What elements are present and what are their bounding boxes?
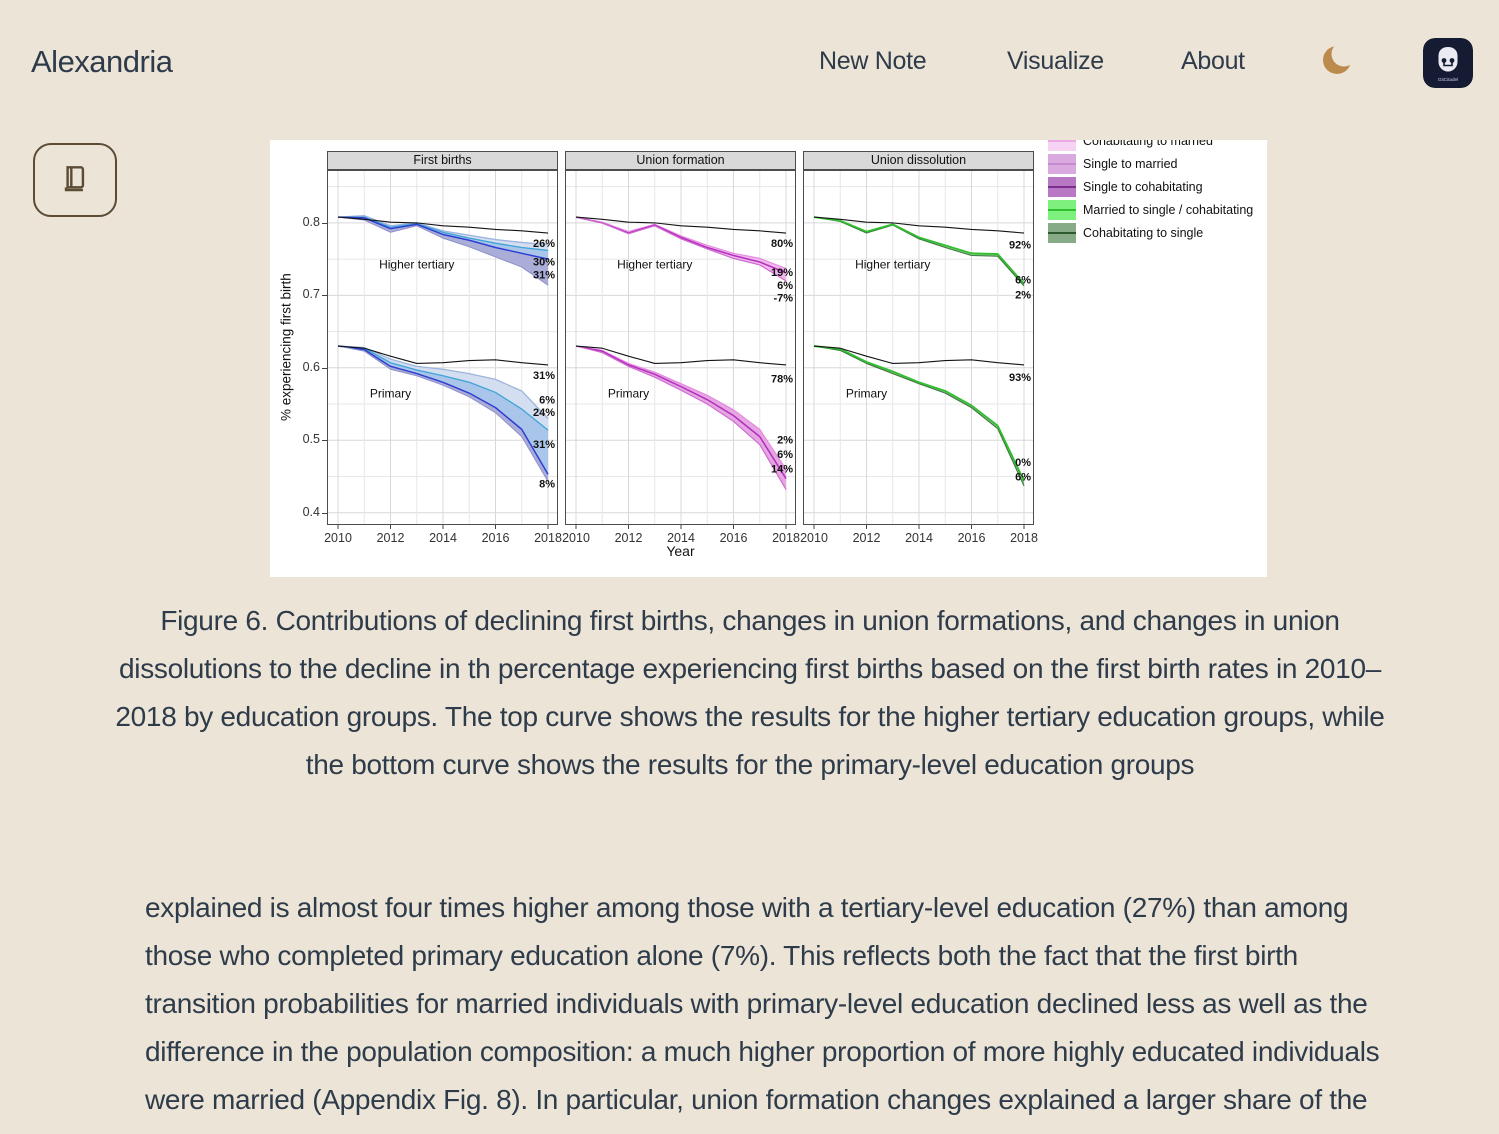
- x-tick-label: 2014: [905, 531, 933, 545]
- legend-swatch: [1048, 177, 1076, 197]
- percent-label: 6%: [1015, 471, 1031, 483]
- chart-panel: Union formation 80% 19% 6% -7% Higher tertiar…: [562, 151, 800, 547]
- x-tick-label: 2018: [772, 531, 800, 545]
- group-annotation: Higher tertiary: [617, 258, 692, 272]
- legend-label: Cohabitating to single: [1083, 226, 1204, 240]
- y-tick-mark: [322, 512, 327, 514]
- percent-label: 2%: [1015, 290, 1031, 302]
- y-tick-label: 0.4: [302, 504, 320, 519]
- nav-new-note[interactable]: New Note: [819, 47, 927, 75]
- percent-label: 80%: [771, 238, 793, 250]
- panel-title: First births: [327, 151, 558, 170]
- legend-label: Single to cohabitating: [1083, 180, 1203, 194]
- nav-visualize[interactable]: Visualize: [1007, 47, 1104, 75]
- nav-about[interactable]: About: [1181, 47, 1245, 75]
- app-title: Alexandria: [31, 44, 173, 79]
- percent-label: 19%: [771, 267, 793, 279]
- reader-view-button[interactable]: [33, 143, 117, 217]
- panel-title: Union dissolution: [803, 151, 1034, 170]
- legend-item: Single to married: [1048, 154, 1253, 174]
- svg-text:GitCitadel: GitCitadel: [1438, 77, 1458, 82]
- percent-label: 26%: [533, 238, 555, 250]
- x-axis-label: Year: [666, 543, 695, 559]
- moon-icon: [1323, 41, 1357, 74]
- legend-swatch: [1048, 154, 1076, 174]
- percent-label: 78%: [771, 374, 793, 386]
- legend-item: Cohabitating to single: [1048, 223, 1253, 243]
- x-tick-label: 2016: [958, 531, 986, 545]
- group-annotation: Primary: [370, 386, 411, 400]
- percent-label: 92%: [1009, 240, 1031, 252]
- percent-label: 31%: [533, 370, 555, 382]
- legend-swatch: [1048, 200, 1076, 220]
- percent-label: 2%: [777, 435, 793, 447]
- x-tick-label: 2018: [534, 531, 562, 545]
- y-tick-label: 0.6: [302, 359, 320, 374]
- legend-label: Single to married: [1083, 157, 1178, 171]
- y-tick-mark: [322, 295, 327, 297]
- percent-label: 0%: [1015, 457, 1031, 469]
- percent-label: 30%: [533, 256, 555, 268]
- figure-caption: Figure 6. Contributions of declining fir…: [115, 605, 1385, 780]
- chart-legend: Cohabitating to married Single to married…: [1048, 140, 1253, 246]
- group-annotation: Primary: [608, 386, 649, 400]
- legend-swatch: [1048, 140, 1076, 151]
- figure-6-chart: % experiencing first birth First births 2…: [270, 140, 1267, 577]
- legend-label: Cohabitating to married: [1083, 140, 1213, 148]
- x-tick-label: 2014: [667, 531, 695, 545]
- x-tick-label: 2016: [482, 531, 510, 545]
- group-annotation: Higher tertiary: [379, 258, 454, 272]
- x-tick-label: 2010: [324, 531, 352, 545]
- percent-label: 6%: [777, 449, 793, 461]
- group-annotation: Primary: [846, 386, 887, 400]
- x-tick-label: 2018: [1010, 531, 1038, 545]
- gitcitadel-logo[interactable]: GitCitadel: [1423, 38, 1473, 88]
- y-tick-label: 0.8: [302, 214, 320, 229]
- x-tick-label: 2012: [615, 531, 643, 545]
- chart-panel: Union dissolution 92% 6% 2% Higher tertiary 9…: [800, 151, 1038, 547]
- percent-label: 6%: [777, 280, 793, 292]
- panel-plot: 26%30%31%Higher tertiary31%6%24%31%8%Pri…: [324, 170, 562, 545]
- percent-label: -7%: [773, 293, 793, 305]
- panel-plot: 92% 6% 2% Higher tertiary 93% 0% 6% Primary 2010…: [800, 170, 1038, 545]
- dark-mode-toggle[interactable]: [1318, 40, 1358, 80]
- percent-label: 6%: [539, 395, 555, 407]
- x-tick-label: 2014: [429, 531, 457, 545]
- legend-label: Married to single / cohabitating: [1083, 203, 1254, 217]
- y-tick-label: 0.7: [302, 287, 320, 302]
- legend-item: Married to single / cohabitating: [1048, 200, 1253, 220]
- x-tick-label: 2016: [720, 531, 748, 545]
- gitcitadel-icon: GitCitadel: [1423, 38, 1473, 88]
- article-paragraph: explained is almost four times higher am…: [145, 892, 1380, 1134]
- y-tick-mark: [322, 367, 327, 369]
- x-tick-label: 2010: [800, 531, 828, 545]
- group-annotation: Higher tertiary: [855, 258, 930, 272]
- book-icon: [64, 166, 85, 192]
- percent-label: 31%: [533, 439, 555, 451]
- legend-item: Cohabitating to married: [1048, 140, 1253, 151]
- percent-label: 8%: [539, 479, 555, 491]
- legend-item: Single to cohabitating: [1048, 177, 1253, 197]
- x-tick-label: 2012: [377, 531, 405, 545]
- x-tick-label: 2012: [853, 531, 881, 545]
- percent-label: 93%: [1009, 372, 1031, 384]
- percent-label: 6%: [1015, 274, 1031, 286]
- y-tick-mark: [322, 222, 327, 224]
- chart-panel: First births 26% 30% 31% Higher tertiary 31% 6…: [324, 151, 562, 547]
- percent-label: 31%: [533, 269, 555, 281]
- panel-plot: 80%19%6%-7%Higher tertiary78%2%6%14%Prim…: [562, 170, 800, 545]
- y-tick-mark: [322, 440, 327, 442]
- percent-label: 24%: [533, 407, 555, 419]
- panel-title: Union formation: [565, 151, 796, 170]
- y-tick-label: 0.5: [302, 432, 320, 447]
- percent-label: 14%: [771, 463, 793, 475]
- x-tick-label: 2010: [562, 531, 590, 545]
- legend-swatch: [1048, 223, 1076, 243]
